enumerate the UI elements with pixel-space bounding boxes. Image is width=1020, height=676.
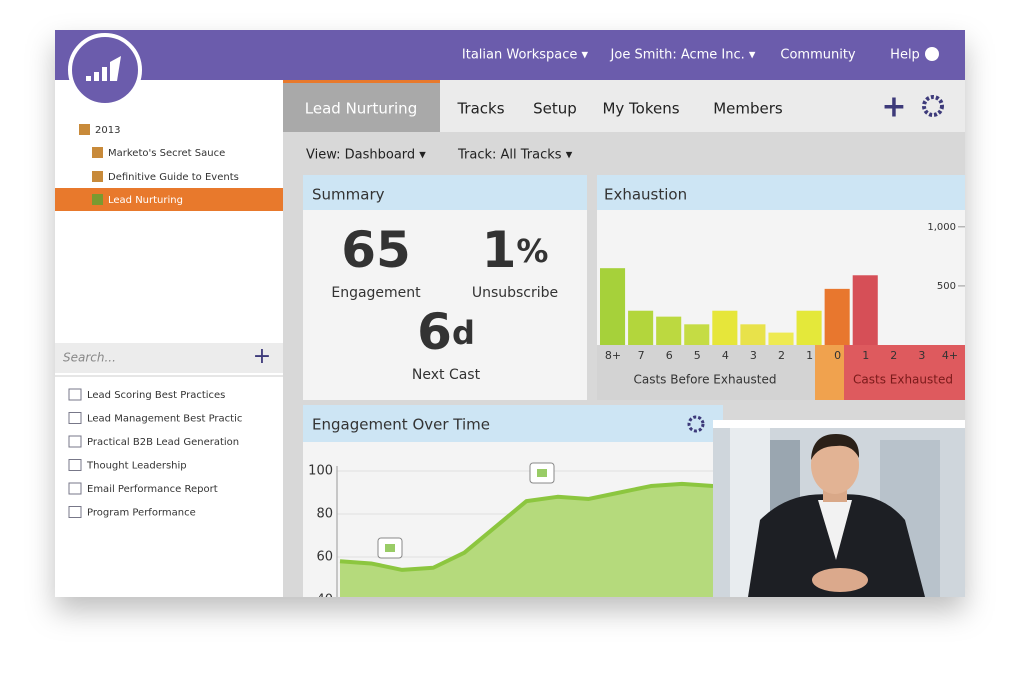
y-tick-label: 60 (316, 550, 333, 565)
group-strip (844, 345, 965, 400)
metric-value: 1% (482, 221, 549, 279)
card-header (303, 175, 587, 210)
list-item[interactable]: Lead Management Best Practic (87, 414, 242, 425)
logo-bars (86, 56, 121, 81)
list-icon (68, 388, 82, 401)
bar (768, 332, 794, 345)
help-icon[interactable] (925, 47, 939, 61)
line (339, 481, 714, 572)
card-title: Summary (312, 186, 385, 204)
x-tick-label: 0 (834, 349, 841, 362)
tree-icon (92, 147, 103, 158)
metric-label: Unsubscribe (472, 285, 558, 301)
bar (824, 288, 850, 345)
list-item[interactable]: Thought Leadership (86, 461, 187, 472)
tab[interactable]: Lead Nurturing (305, 100, 417, 118)
comment-marker[interactable] (377, 537, 403, 559)
track-dropdown[interactable]: Track: All Tracks ▾ (457, 148, 573, 163)
card-settings[interactable] (687, 415, 705, 433)
list-icon (68, 459, 82, 471)
bar (628, 310, 654, 345)
card-title: Engagement Over Time (312, 416, 490, 434)
top-bar (55, 30, 965, 80)
x-tick-label: 3 (750, 349, 757, 362)
active-tab[interactable] (283, 80, 440, 132)
list-item[interactable]: Lead Scoring Best Practices (87, 390, 225, 401)
bar (796, 310, 822, 345)
comment-marker[interactable] (529, 462, 555, 484)
tree-item[interactable]: Lead Nurturing (108, 195, 183, 206)
group-label: Casts Before Exhausted (633, 373, 776, 387)
metric-label: Engagement (331, 285, 421, 301)
x-tick-label: 4+ (942, 349, 958, 362)
add-button[interactable]: + (881, 90, 906, 125)
tree-item[interactable]: Marketo's Secret Sauce (108, 148, 225, 159)
group-label: Casts Exhausted (853, 373, 953, 387)
list-item[interactable]: Practical B2B Lead Generation (87, 437, 239, 448)
bar (656, 316, 682, 345)
y-tick-label: 1,000 (927, 222, 956, 233)
card-title: Exhaustion (604, 186, 687, 204)
search-placeholder: Search... (63, 351, 116, 365)
tree-icon (92, 194, 103, 205)
x-tick-label: 2 (890, 349, 897, 362)
settings-button[interactable] (922, 95, 944, 117)
sidebar (55, 80, 283, 597)
tab[interactable]: Tracks (456, 100, 504, 118)
x-tick-label: 7 (638, 349, 645, 362)
tab[interactable]: Setup (533, 100, 577, 118)
y-tick-label: 500 (937, 281, 956, 292)
card-header (303, 405, 723, 442)
bar (740, 324, 766, 345)
tree-item[interactable]: 2013 (95, 125, 120, 136)
tree-icon (79, 124, 90, 135)
group-strip (815, 345, 844, 400)
video-overlay[interactable] (713, 420, 965, 597)
tree-icon (92, 171, 103, 182)
tree-item[interactable]: Definitive Guide to Events (108, 172, 239, 183)
x-tick-label: 4 (722, 349, 729, 362)
workspace-menu[interactable]: Italian Workspace ▾ (462, 48, 589, 63)
metric-value: 65 (341, 221, 411, 279)
bar (852, 275, 878, 345)
summary-card (303, 175, 587, 400)
tab[interactable]: My Tokens (602, 100, 679, 118)
community-link[interactable]: Community (780, 48, 856, 63)
bar (712, 310, 738, 345)
metric-value: 6d (417, 303, 475, 361)
x-tick-label: 6 (666, 349, 673, 362)
bar (684, 324, 710, 345)
help-link[interactable]: Help (890, 48, 920, 63)
add-icon[interactable]: + (253, 344, 271, 369)
x-tick-label: 2 (778, 349, 785, 362)
list-icon (68, 435, 82, 448)
card-header (597, 175, 965, 210)
x-tick-label: 8+ (605, 349, 621, 362)
metric-label: Next Cast (412, 367, 481, 383)
x-tick-label: 1 (806, 349, 813, 362)
view-dropdown[interactable]: View: Dashboard ▾ (306, 148, 426, 163)
active-tab-accent (283, 80, 440, 83)
x-tick-label: 5 (694, 349, 701, 362)
bar (600, 268, 626, 345)
group-strip (597, 345, 815, 400)
list-icon (68, 412, 82, 424)
x-tick-label: 1 (862, 349, 869, 362)
list-item[interactable]: Program Performance (87, 508, 196, 519)
user-menu[interactable]: Joe Smith: Acme Inc. ▾ (610, 48, 756, 63)
tab[interactable]: Members (713, 100, 783, 118)
x-tick-label: 3 (918, 349, 925, 362)
list-icon (68, 506, 82, 518)
selected-tree-row[interactable] (55, 188, 283, 211)
list-item[interactable]: Email Performance Report (87, 484, 218, 495)
y-tick-label: 40 (316, 593, 333, 608)
list-icon (68, 482, 82, 495)
search-box[interactable] (55, 343, 283, 373)
y-tick-label: 100 (308, 464, 333, 479)
y-tick-label: 80 (316, 507, 333, 522)
